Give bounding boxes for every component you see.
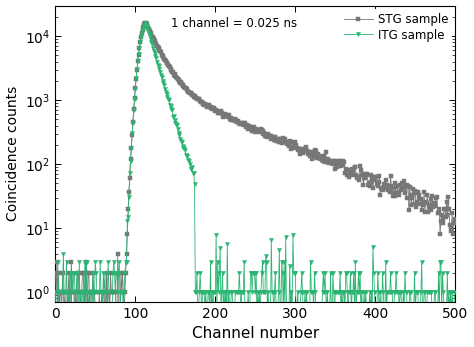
ITG sample — [143, 21, 148, 25]
Y-axis label: Coincidence counts: Coincidence counts — [6, 86, 19, 221]
ITG sample — [53, 309, 59, 313]
ITG sample — [244, 309, 249, 313]
STG sample — [270, 136, 276, 140]
Line: ITG sample: ITG sample — [53, 21, 456, 313]
STG sample — [53, 271, 58, 275]
STG sample — [55, 309, 61, 313]
STG sample — [452, 217, 457, 221]
STG sample — [246, 124, 252, 128]
ITG sample — [452, 290, 457, 294]
STG sample — [444, 200, 449, 204]
ITG sample — [270, 290, 276, 294]
STG sample — [292, 140, 297, 144]
ITG sample — [246, 309, 252, 313]
STG sample — [244, 124, 249, 128]
STG sample — [381, 182, 387, 186]
ITG sample — [444, 309, 449, 313]
Text: 1 channel = 0.025 ns: 1 channel = 0.025 ns — [171, 17, 298, 31]
X-axis label: Channel number: Channel number — [191, 327, 319, 341]
Line: STG sample: STG sample — [54, 22, 456, 313]
ITG sample — [53, 290, 58, 294]
Legend: STG sample, ITG sample: STG sample, ITG sample — [340, 9, 452, 45]
ITG sample — [292, 271, 297, 275]
STG sample — [143, 21, 148, 25]
ITG sample — [381, 309, 387, 313]
